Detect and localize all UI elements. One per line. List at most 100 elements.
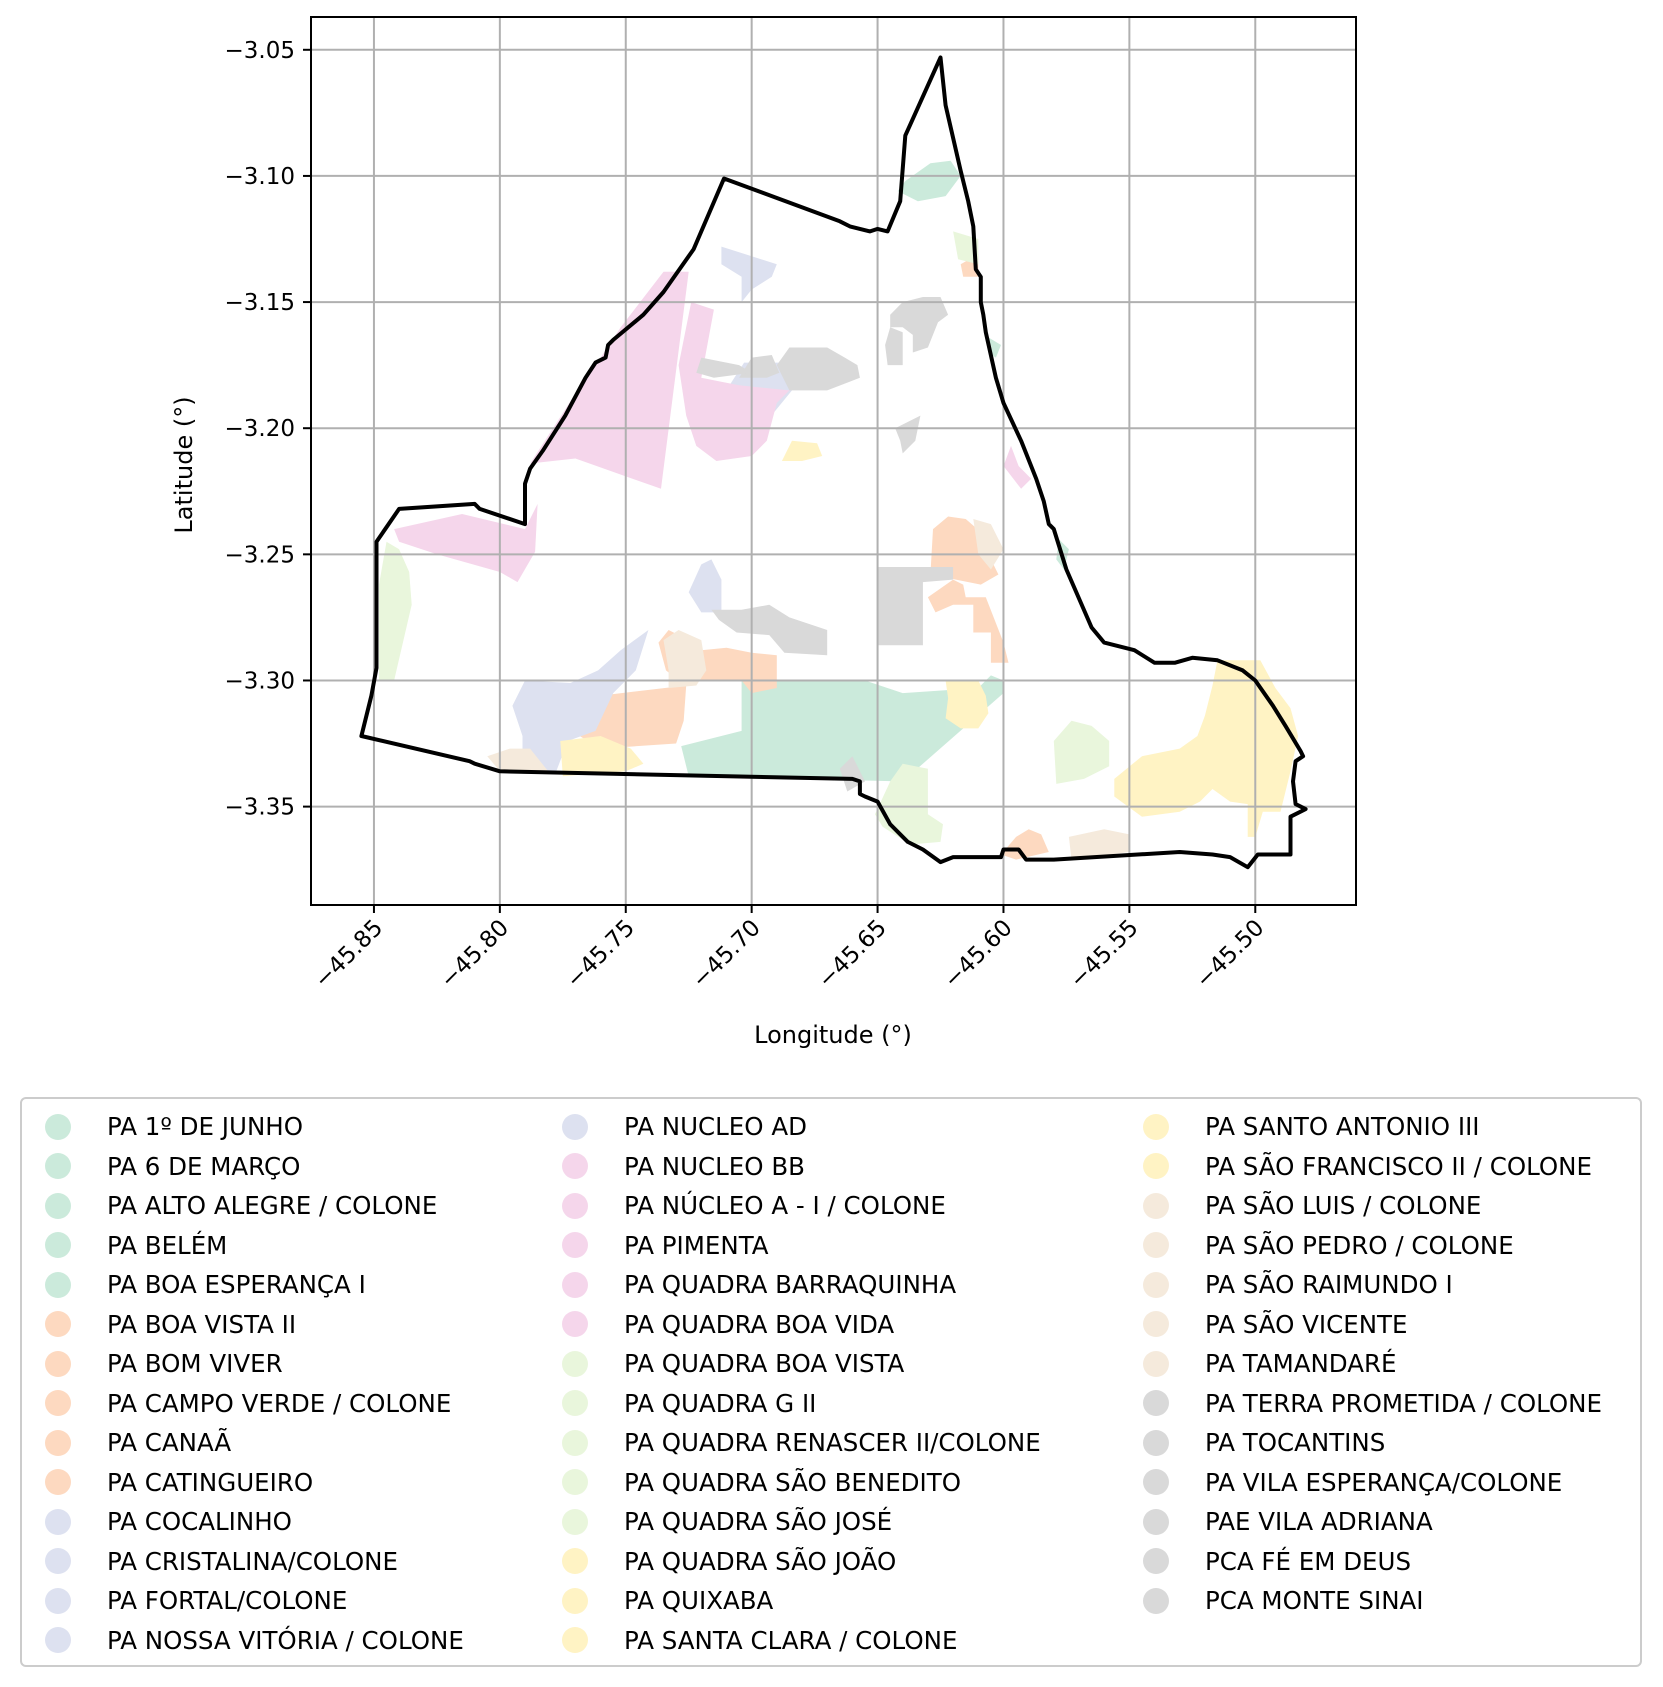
y-tick-label: −3.25 [225,542,295,568]
legend-label: PA SÃO FRANCISCO II / COLONE [1205,1151,1592,1181]
legend-swatch [1143,1350,1169,1377]
legend-label: PA SANTO ANTONIO III [1205,1112,1480,1142]
legend-item: PA SÃO VICENTE [1120,1305,1602,1345]
legend-label: PA QUADRA SÃO JOSÉ [624,1507,893,1537]
legend-swatch [562,1429,588,1456]
legend-swatch [562,1587,588,1614]
legend-swatch [45,1311,71,1338]
legend-swatch [1143,1390,1169,1417]
legend-item: PA TERRA PROMETIDA / COLONE [1120,1384,1602,1424]
legend-label: PA ALTO ALEGRE / COLONE [107,1191,438,1221]
legend-swatch [562,1627,588,1654]
legend-label: PA NUCLEO AD [624,1112,807,1142]
settlement-area-22 [953,231,979,265]
legend-swatch [562,1153,588,1180]
legend-item: PA SÃO FRANCISCO II / COLONE [1120,1147,1602,1187]
legend-item: PA QUADRA SÃO JOÃO [539,1542,1041,1582]
legend-swatch [1143,1113,1169,1140]
legend-swatch [45,1390,71,1417]
settlement-area-31 [877,567,954,646]
legend-item: PA ALTO ALEGRE / COLONE [22,1186,464,1226]
settlement-area-17 [394,503,538,583]
legend-item: PA VILA ESPERANÇA/COLONE [1120,1463,1602,1503]
settlement-area-34 [890,297,949,353]
legend-swatch [45,1192,71,1219]
x-tick-label: −45.60 [939,915,1018,994]
settlement-area-26 [781,440,823,461]
y-axis-label: Latitude (°) [170,396,198,533]
legend-item: PA NUCLEO BB [539,1147,1041,1187]
settlement-area-21 [1053,720,1110,784]
settlement-area-25 [560,736,644,777]
legend-column-1: PA 1º DE JUNHO PA 6 DE MARÇO PA ALTO ALEGR… [22,1107,464,1660]
settlement-area-15 [530,271,689,489]
settlement-area-12 [688,559,722,613]
legend-label: PA NOSSA VITÓRIA / COLONE [107,1625,464,1655]
settlement-area-11 [512,630,649,774]
legend-item: PA 6 DE MARÇO [22,1147,464,1187]
legend-label: PA SÃO VICENTE [1205,1309,1408,1339]
legend-swatch [1143,1587,1169,1614]
legend-swatch [562,1548,588,1575]
legend-swatch [562,1232,588,1259]
legend: PA 1º DE JUNHO PA 6 DE MARÇO PA ALTO ALEGR… [20,1097,1642,1667]
legend-label: PA BELÉM [107,1230,228,1260]
x-tick-label: −45.65 [813,915,892,994]
settlement-area-33 [776,347,860,391]
legend-item: PA 1º DE JUNHO [22,1107,464,1147]
legend-swatch [562,1192,588,1219]
legend-item: PA NOSSA VITÓRIA / COLONE [22,1621,464,1661]
settlement-area-23 [1114,660,1299,837]
legend-swatch [45,1113,71,1140]
legend-swatch [562,1311,588,1338]
legend-item: PA FORTAL/COLONE [22,1581,464,1621]
legend-item: PA QUADRA BOA VIDA [539,1305,1041,1345]
x-tick-label: −45.80 [436,915,515,994]
legend-swatch [45,1153,71,1180]
legend-swatch [562,1113,588,1140]
legend-swatch [45,1350,71,1377]
legend-label: PA NÚCLEO A - I / COLONE [624,1191,946,1221]
legend-label: PA CRISTALINA/COLONE [107,1546,398,1576]
legend-column-3: PA SANTO ANTONIO III PA SÃO FRANCISCO II … [1120,1107,1602,1621]
legend-swatch [1143,1192,1169,1219]
legend-label: PA PIMENTA [624,1230,769,1260]
legend-swatch [1143,1508,1169,1535]
legend-column-2: PA NUCLEO AD PA NUCLEO BB PA NÚCLEO A - I … [539,1107,1041,1660]
x-tick-label: −45.75 [561,915,640,994]
legend-item: PA BOA VISTA II [22,1305,464,1345]
map-figure: −45.85 −45.80 −45.75 −45.70 −45.65 −45.60 −45.… [170,16,1357,1049]
legend-item: PA QUIXABA [539,1581,1041,1621]
legend-item: PA PIMENTA [539,1226,1041,1266]
legend-swatch [45,1587,71,1614]
legend-label: PA TOCANTINS [1205,1428,1386,1458]
legend-label: PA BOA ESPERANÇA I [107,1270,366,1300]
legend-swatch [562,1271,588,1298]
legend-label: PA BOM VIVER [107,1349,283,1379]
legend-item: PA CATINGUEIRO [22,1463,464,1503]
legend-label: PA QUADRA SÃO BENEDITO [624,1467,962,1497]
legend-label: PAE VILA ADRIANA [1205,1507,1433,1537]
legend-label: PA SANTA CLARA / COLONE [624,1625,958,1655]
legend-label: PA VILA ESPERANÇA/COLONE [1205,1467,1563,1497]
legend-item: PA TAMANDARÉ [1120,1344,1602,1384]
legend-label: PA CAMPO VERDE / COLONE [107,1388,452,1418]
settlement-area-16 [678,302,790,461]
legend-swatch [45,1232,71,1259]
settlement-area-29 [487,748,551,774]
settlement-area-24 [945,680,989,729]
x-tick-label: −45.50 [1191,915,1270,994]
legend-label: PA QUADRA RENASCER II/COLONE [624,1428,1041,1458]
legend-item: PA QUADRA RENASCER II/COLONE [539,1423,1041,1463]
y-tick-label: −3.10 [225,164,295,190]
legend-item: PA BOM VIVER [22,1344,464,1384]
settlement-area-27 [1068,829,1130,860]
y-tick-label: −3.30 [225,668,295,694]
legend-label: PA BOA VISTA II [107,1309,297,1339]
legend-label: PA 6 DE MARÇO [107,1151,301,1181]
legend-swatch [562,1508,588,1535]
settlement-area-38 [895,415,921,454]
settlement-area-32 [711,604,828,656]
legend-item: PA SANTA CLARA / COLONE [539,1621,1041,1661]
x-axis-label: Longitude (°) [754,1021,912,1049]
